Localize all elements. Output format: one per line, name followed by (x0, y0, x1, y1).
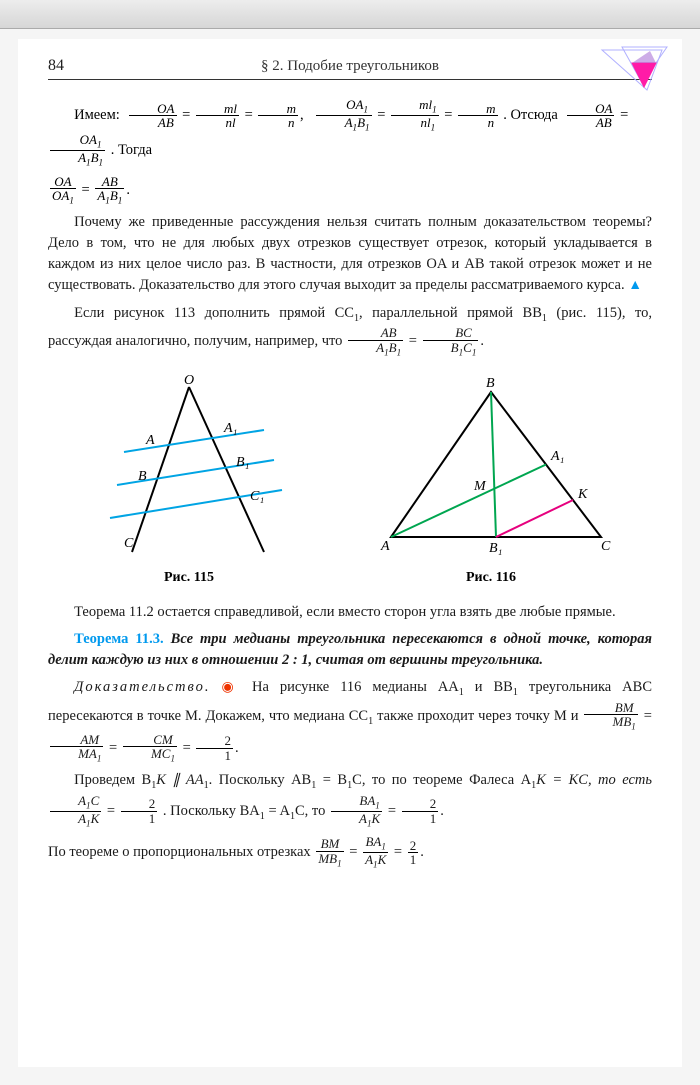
figure-116: A B C A₁ B₁ K M (366, 372, 616, 562)
paragraph-why: Почему же приведенные рассуждения нельзя… (48, 212, 652, 296)
figure-captions: Рис. 115 Рис. 116 (48, 568, 652, 596)
svg-text:A₁: A₁ (223, 421, 237, 436)
p3a: Если рисунок 113 дополнить прямой CC (74, 305, 354, 321)
pr2b: K ∥ AA (156, 772, 203, 788)
svg-text:A: A (380, 539, 390, 554)
page-number: 84 (48, 57, 98, 75)
svg-text:C: C (124, 536, 134, 551)
svg-text:C: C (601, 539, 611, 554)
figures-row: O A A₁ B B₁ C C₁ A (48, 372, 652, 562)
svg-text:B₁: B₁ (236, 455, 249, 470)
paragraph-fig113: Если рисунок 113 дополнить прямой CC1, п… (48, 303, 652, 358)
p3b: , параллельной прямой BB (359, 305, 542, 321)
svg-text:B₁: B₁ (489, 541, 502, 556)
fig115-caption: Рис. 115 (84, 570, 294, 586)
svg-text:O: O (184, 373, 194, 388)
equation-line-1b: OAOA1 = ABA1B1. (48, 175, 652, 207)
fig116-caption: Рис. 116 (366, 570, 616, 586)
pr2e: C, то по теореме Фалеса A (352, 772, 531, 788)
page-content: 84 § 2. Подобие треугольников Имеем: OAA… (18, 39, 682, 1067)
pr1a: На рисунке 116 медианы AA (252, 679, 459, 695)
pr2f: K = KC, то есть (536, 772, 652, 788)
pr1d: также проходит через точку M и (373, 708, 578, 724)
svg-text:B: B (138, 469, 147, 484)
pr2a: Проведем B (74, 772, 151, 788)
togda: . Тогда (111, 142, 152, 158)
proof-marker-icon: ◉ (221, 680, 241, 695)
svg-text:B: B (486, 376, 495, 391)
pr2d: = B (316, 772, 347, 788)
svg-text:M: M (473, 479, 487, 494)
pr2h: = A (265, 803, 290, 819)
proof-para-1: Доказательство. ◉ На рисунке 116 медианы… (48, 677, 652, 764)
paragraph-why-text: Почему же приведенные рассуждения нельзя… (48, 214, 652, 293)
pr2c: . Поскольку AB (209, 772, 312, 788)
toolbar (0, 0, 700, 29)
svg-text:C₁: C₁ (250, 489, 264, 504)
pr3: По теореме о пропорциональных отрезках (48, 844, 311, 860)
equation-line-1: Имеем: OAAB = mlnl = mn, OA1A1B1 = ml1nl… (48, 98, 652, 169)
svg-text:A₁: A₁ (550, 449, 564, 464)
theorem-label: Теорема 11.3. (74, 631, 164, 647)
proof-para-2: Проведем B1K ∥ AA1. Поскольку AB1 = B1C,… (48, 770, 652, 829)
otsuda: . Отсюда (503, 107, 558, 123)
page-header: 84 § 2. Подобие треугольников (48, 57, 652, 80)
proof-para-3: По теореме о пропорциональных отрезках B… (48, 835, 652, 870)
theorem-11-3: Теорема 11.3. Все три медианы треугольни… (48, 629, 652, 671)
viewer-frame: 84 § 2. Подобие треугольников Имеем: OAA… (0, 0, 700, 1085)
paragraph-theorem-11-2: Теорема 11.2 остается справедливой, если… (48, 602, 652, 623)
figure-115: O A A₁ B B₁ C C₁ (84, 372, 294, 562)
svg-text:A: A (145, 433, 155, 448)
lead-text: Имеем: (74, 107, 120, 123)
section-title: § 2. Подобие треугольников (98, 58, 602, 75)
pr2g: . Поскольку BA (163, 803, 260, 819)
corner-decoration (592, 45, 672, 105)
pr1b: и BB (464, 679, 513, 695)
pr2i: C, то (295, 803, 325, 819)
proof-label: Доказательство. (74, 679, 210, 695)
svg-text:K: K (577, 487, 588, 502)
end-marker-icon: ▲ (628, 278, 642, 293)
